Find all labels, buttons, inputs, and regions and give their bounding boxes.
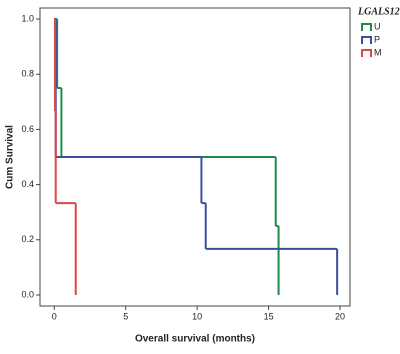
legend-swatch	[361, 23, 372, 31]
y-tick-label: 0.2	[21, 234, 34, 244]
x-tick-label: 0	[52, 311, 57, 321]
legend-swatch	[361, 36, 372, 44]
x-tick-label: 20	[335, 311, 345, 321]
y-tick-label: 0.0	[21, 289, 34, 299]
y-tick-label: 1.0	[21, 13, 34, 23]
legend-label: M	[374, 47, 382, 57]
x-tick-label: 5	[123, 311, 128, 321]
x-tick-label: 10	[192, 311, 202, 321]
x-tick-label: 15	[264, 311, 274, 321]
y-tick-label: 0.4	[21, 179, 34, 189]
legend-label: P	[374, 34, 380, 44]
legend-swatch	[361, 49, 372, 57]
x-axis-label: Overall survival (months)	[135, 334, 255, 345]
y-tick-label: 0.6	[21, 124, 34, 134]
legend-label: U	[374, 21, 381, 31]
y-axis-label: Cum Survival	[5, 125, 16, 189]
y-tick-label: 0.8	[21, 69, 34, 79]
legend-title: LGALS12	[357, 6, 400, 17]
